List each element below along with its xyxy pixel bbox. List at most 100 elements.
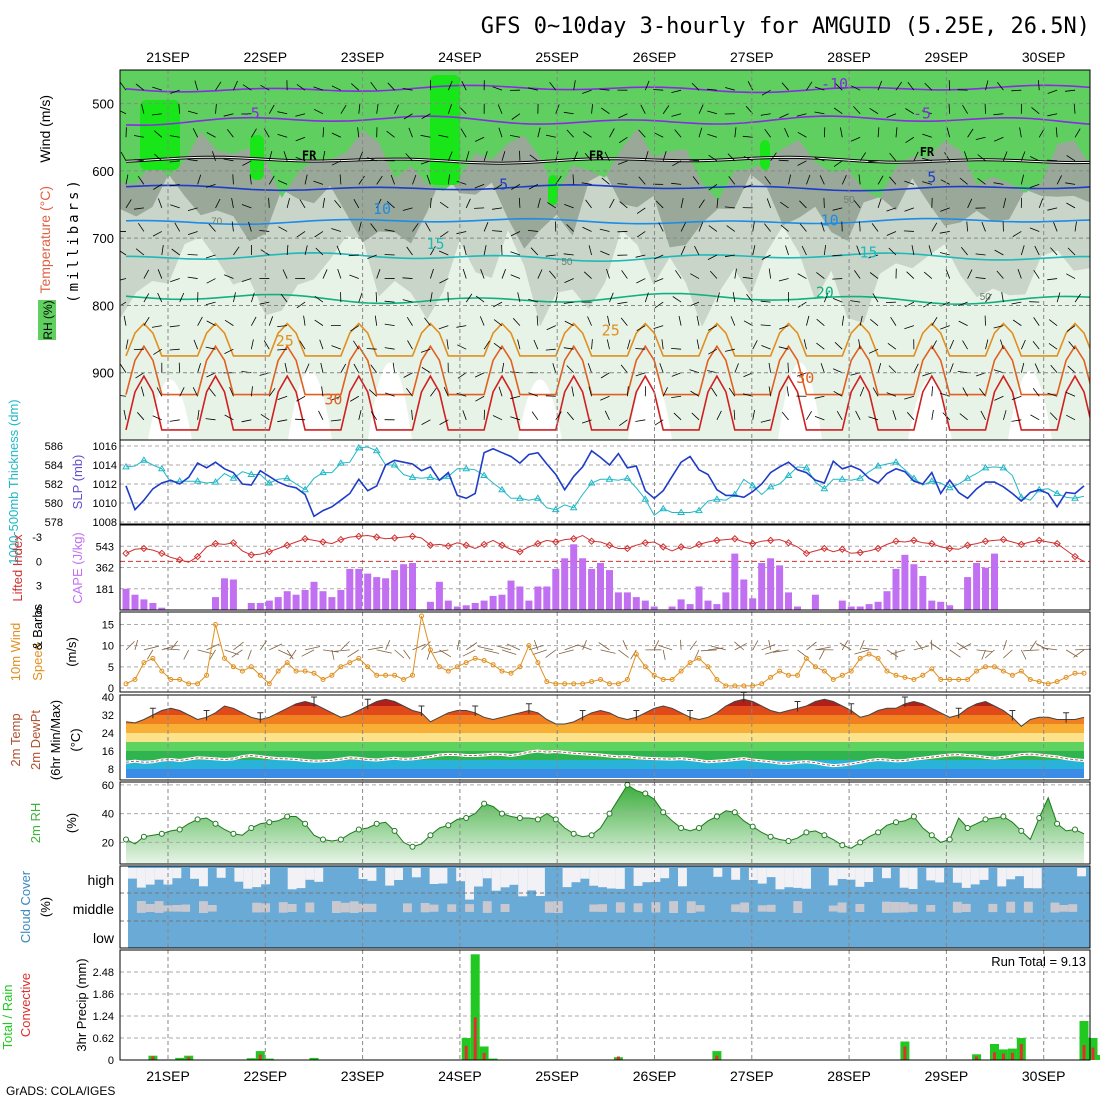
surface-wind-barb: [376, 649, 392, 654]
date-label-top: 26SEP: [633, 49, 677, 65]
surface-wind-barb: [1041, 647, 1058, 651]
wind-barb: [1074, 221, 1077, 232]
wind-barb: [277, 134, 288, 138]
wind-barb: [691, 412, 700, 421]
wind-barb: [1038, 198, 1044, 209]
wind-barb: [746, 293, 754, 303]
wind-barb: [619, 419, 628, 427]
wind-barb: [348, 254, 359, 257]
cloud-mid-block: [1068, 904, 1078, 912]
cloud-high-block: [314, 868, 324, 882]
cape-bar: [364, 573, 372, 610]
lifted-index-point: [820, 544, 829, 553]
wind-barb: [806, 174, 811, 185]
cloud-mid-block: [145, 904, 155, 912]
wind-barb: [152, 231, 162, 237]
wind-barb: [816, 272, 825, 279]
wind-barb: [949, 363, 954, 373]
wind-barb: [743, 155, 753, 162]
cloud-high-block: [997, 868, 1007, 887]
wind-barb: [734, 268, 737, 279]
wind-barb: [125, 199, 132, 209]
wind-barb: [653, 278, 664, 283]
cape-bar: [471, 603, 479, 610]
wind-barb: [498, 386, 503, 397]
cape-bar: [623, 592, 631, 610]
wind-barb: [1029, 227, 1040, 232]
surface-wind-barb: [333, 649, 350, 652]
lifted-index-point: [1053, 539, 1061, 548]
cloud-high-block: [633, 868, 643, 886]
isotherm-label: 25: [602, 322, 620, 340]
wind-speed-point: [705, 664, 711, 670]
wind-barb: [977, 154, 986, 162]
thickness-point: [462, 464, 471, 472]
lifted-index-point: [552, 538, 560, 546]
wind-barb: [949, 339, 955, 350]
wind-barb: [421, 113, 431, 119]
wind-barb: [493, 301, 503, 308]
ylabel-dewpt: 2m DewPt: [28, 710, 43, 770]
wind-barb: [886, 231, 897, 236]
wind-barb: [260, 413, 270, 421]
wind-barb: [331, 132, 342, 138]
wind-barb: [367, 254, 377, 259]
surface-wind-barb: [532, 649, 547, 655]
upper-air-ylabel: Wind (m/s)Temperature (°C) (millibars)RH …: [37, 95, 82, 340]
cape-bar: [606, 570, 613, 610]
cloud-high-block: [216, 868, 226, 878]
lifted-index-point: [480, 540, 488, 549]
wind-barb: [707, 254, 718, 260]
cape-bar: [982, 567, 989, 610]
precip-conv-bar: [1001, 1053, 1005, 1060]
wind-barb: [796, 372, 807, 377]
cloud-mid-block: [358, 903, 368, 913]
precip-conv-bar: [993, 1052, 996, 1060]
slp-tick-label: 1012: [93, 479, 117, 491]
wind-barb: [517, 339, 521, 350]
cloud-high-block: [775, 868, 785, 890]
wind-barb: [599, 228, 610, 232]
wind-barb: [892, 410, 897, 420]
pressure-tick-label: 500: [92, 97, 114, 112]
wind-barb: [931, 340, 937, 350]
wind-speed-point: [508, 670, 514, 676]
cloud-high-block: [252, 868, 262, 888]
pressure-tick-label: 900: [92, 366, 114, 381]
lifted-index-point: [265, 548, 273, 556]
surface-wind-barb: [734, 642, 747, 651]
ylabel-thickness: 1000-500mb Thickness (dm): [6, 399, 21, 564]
wind-barb: [178, 362, 181, 373]
wind-barb: [120, 110, 127, 115]
wind-barb: [197, 174, 202, 185]
wind-barb: [698, 222, 704, 232]
surface-wind-barb: [465, 642, 478, 651]
cloud-mid-block: [961, 903, 971, 912]
wind-barb: [133, 207, 144, 210]
wind-barb: [250, 292, 255, 303]
wind-barb: [939, 252, 950, 256]
wind-barb: [979, 388, 986, 397]
wind-barb: [304, 363, 310, 373]
lifted-index-point: [874, 544, 882, 553]
wind-speed-point: [589, 679, 595, 685]
precip-conv-bar: [1082, 1045, 1086, 1060]
wind-speed-point: [526, 643, 532, 649]
wind-barb: [370, 223, 378, 232]
wind-barb: [233, 246, 240, 256]
cloud-high-block: [642, 868, 652, 883]
wind-barb: [512, 318, 521, 326]
cloud-high-block: [784, 868, 794, 888]
lifted-index-point: [569, 535, 578, 543]
lifted-index-point: [731, 535, 739, 543]
wind-barb: [169, 160, 180, 163]
wind-barb: [1003, 198, 1007, 209]
cloud-high-block: [473, 868, 483, 887]
wind-barb: [975, 372, 986, 377]
wind-barb: [636, 231, 646, 238]
ylabel-total-rain: Total / Rain: [0, 984, 15, 1049]
wind-barb: [250, 386, 253, 397]
surface-wind-barb: [206, 643, 220, 651]
wind-speed-point: [230, 664, 236, 670]
wind-barb: [282, 269, 288, 279]
